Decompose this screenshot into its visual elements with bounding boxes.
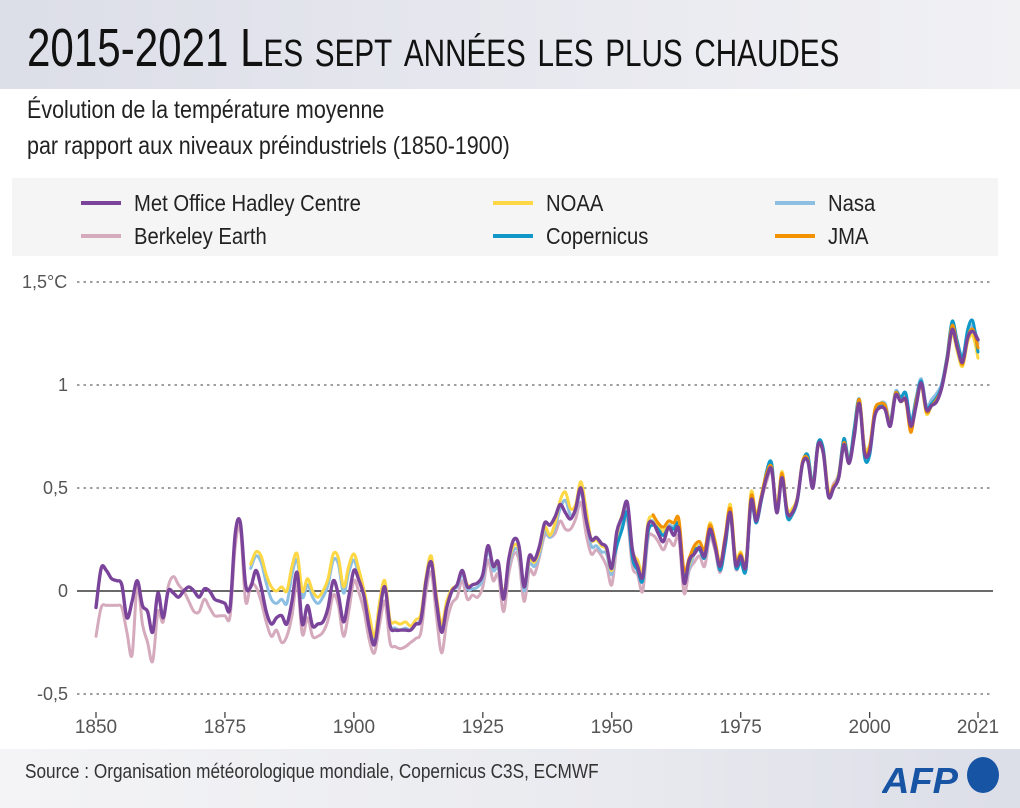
legend-item-copernicus: Copernicus <box>493 223 662 249</box>
legend-swatch-jma <box>775 234 815 238</box>
header-band: 2015-2021 Les sept années les plus chaud… <box>0 0 1020 89</box>
legend-item-hadley: Met Office Hadley Centre <box>81 190 392 216</box>
legend-swatch-copernicus <box>493 234 533 238</box>
subtitle-line-1: Évolution de la température moyenne <box>27 96 385 124</box>
y-tick-label: -0,5 <box>37 684 68 704</box>
legend-label: NOAA <box>546 189 604 216</box>
legend-label: JMA <box>828 222 869 249</box>
x-tick-label: 1950 <box>591 717 633 738</box>
x-tick-label: 1975 <box>720 717 762 738</box>
legend-item-berkeley: Berkeley Earth <box>81 223 285 249</box>
footer-band: Source : Organisation météorologique mon… <box>0 749 1020 808</box>
legend-label: Nasa <box>828 189 876 216</box>
legend: Met Office Hadley Centre Berkeley Earth … <box>12 178 998 256</box>
legend-item-jma: JMA <box>775 223 874 249</box>
y-tick-label: 0 <box>58 581 68 601</box>
x-tick-label: 2000 <box>849 717 891 738</box>
svg-text:AFP: AFP <box>882 760 959 801</box>
legend-label: Berkeley Earth <box>134 222 267 249</box>
line-chart: 1,5°C 1 0,5 0 -0,5 1850 1875 1900 1925 1950 1975 2… <box>22 272 999 738</box>
x-tick-label: 1875 <box>204 717 246 738</box>
y-tick-label: 1,5°C <box>22 272 67 292</box>
x-tick-label: 1925 <box>462 717 504 738</box>
legend-swatch-noaa <box>493 201 533 205</box>
legend-label: Copernicus <box>546 222 649 249</box>
x-tick-label: 1850 <box>75 717 117 738</box>
legend-swatch-nasa <box>775 201 815 205</box>
legend-swatch-berkeley <box>81 234 121 238</box>
legend-item-noaa: NOAA <box>493 190 611 216</box>
afp-logo: AFP <box>882 757 999 801</box>
source-text: Source : Organisation météorologique mon… <box>25 761 599 783</box>
y-tick-label: 0,5 <box>43 478 68 498</box>
y-tick-label: 1 <box>58 375 68 395</box>
subtitle-line-2: par rapport aux niveaux préindustriels (… <box>27 132 510 160</box>
legend-swatch-hadley <box>81 201 121 205</box>
series-hadley <box>94 327 980 647</box>
legend-item-nasa: Nasa <box>775 190 882 216</box>
page-title: 2015-2021 Les sept années les plus chaud… <box>27 18 840 78</box>
legend-label: Met Office Hadley Centre <box>134 189 361 216</box>
series-jma <box>651 323 980 574</box>
x-tick-label: 2021 <box>957 717 999 738</box>
x-tick-label: 1900 <box>333 717 375 738</box>
